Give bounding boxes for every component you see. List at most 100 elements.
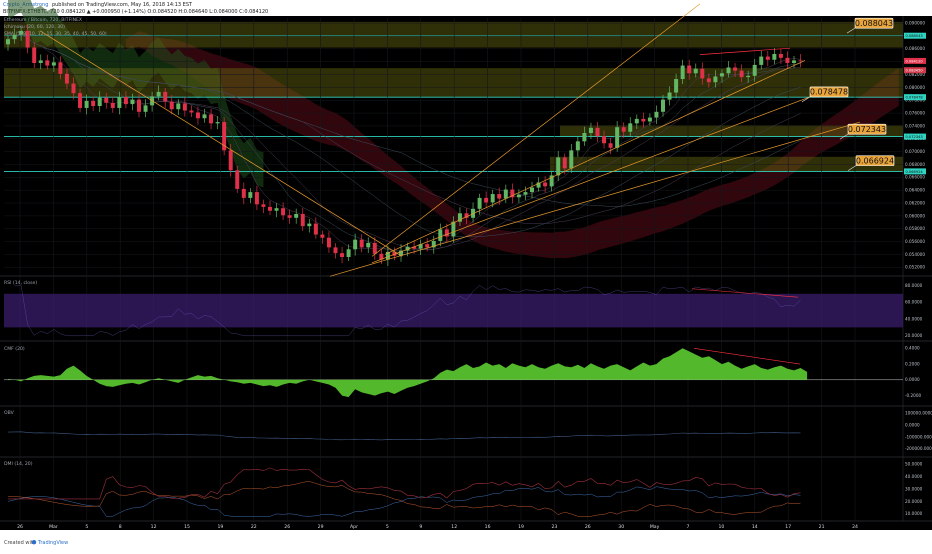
x-tick-label: 23 [551,524,557,530]
candle-body [392,251,397,256]
candle-body [516,194,521,198]
candle-body [209,114,214,124]
obv-y-tick: 0.0000 [905,422,920,427]
candle-body [752,64,757,76]
rsi-y-tick: 80.0000 [905,283,923,288]
candle-body [287,215,292,218]
candle-body [523,192,528,195]
candle-body [254,192,259,205]
y-tick-label: 0.074000 [905,123,925,128]
current-price-label: 0.084120 [906,59,924,63]
candle-body [595,127,600,137]
candle-body [641,118,646,122]
candle-body [19,30,24,35]
price-level-pill [904,168,926,175]
candle-body [274,208,279,211]
dmi-y-tick: 40.0000 [905,474,923,479]
x-tick-label: 16 [485,524,491,530]
cmf-y-tick: 0.0000 [905,377,920,382]
candle-body [582,133,587,142]
candle-body [602,136,607,144]
candle-body [484,197,489,203]
dmi-plus-line [7,486,801,517]
trend-line [384,60,806,255]
candle-body [654,111,659,118]
candle-body [457,213,462,222]
candle-body [340,253,345,258]
trend-line [371,3,701,257]
y-tick-label: 0.058000 [905,226,925,231]
candle-body [700,68,705,79]
price-pane-title: Ethereum / Bitcoin, 720, BITFINEX [4,17,82,23]
y-tick-label: 0.062000 [905,200,925,205]
candle-body [326,237,331,248]
candle-body [320,234,325,238]
x-tick-label: 15 [184,524,190,530]
cmf-y-tick: 0.2000 [905,361,920,366]
candle-body [667,92,672,100]
cmf-pane-title: CMF (20) [4,346,25,352]
candle-body [778,53,783,58]
price-badge [809,86,849,98]
candle-body [6,39,10,45]
price-level-pill-label: 0.078478 [906,96,924,100]
price-badge-leader [839,133,849,140]
y-tick-label: 0.060000 [905,213,925,218]
x-tick-label: Apr [350,524,358,530]
candle-body [733,67,738,71]
y-tick-label: 0.090000 [905,21,925,26]
candle-body [333,247,338,254]
x-tick-label: 24 [852,524,858,530]
dmi-y-tick: 50.0000 [905,462,923,467]
candle-body [772,53,777,60]
candle-body [713,76,718,83]
candle-body [510,189,515,198]
x-tick-label: 29 [318,524,324,530]
candle-body [477,197,482,209]
candle-body [353,239,358,250]
cmf-area [8,348,808,398]
candle-body [294,213,299,218]
candle-body [431,240,436,248]
candle-body [222,122,227,151]
candle-body [313,223,318,235]
indicator-panes [4,285,903,517]
candle-body [366,242,371,248]
obv-pane-title: OBV [4,410,15,416]
footer-background [0,530,932,550]
candle-body [549,175,554,187]
candle-body [248,192,253,198]
candle-body [261,204,266,207]
candle-body [785,57,790,63]
candle-body [497,194,502,199]
candle-body [628,123,633,132]
trend-line [371,87,836,264]
candle-body [241,188,246,198]
candle-body [746,75,751,78]
x-tick-label: 5 [85,524,88,530]
candle-body [123,97,128,105]
candle-body [38,60,43,63]
candle-body [412,246,417,249]
footer-brand[interactable]: TradingView [37,540,68,546]
candle-body [503,189,508,199]
candle-body [464,213,469,218]
price-badge-leader [801,96,811,103]
y-tick-label: 0.068000 [905,162,925,167]
tradingview-logo-icon [31,540,37,545]
dmi-minus-line [7,481,801,517]
candle-body [189,110,194,113]
sma-label: SMA (5, 8, 10, 12, 15, 30, 35, 40, 45, 5… [4,31,107,37]
price-badge-label: 0.088043 [855,19,893,28]
candle-body [385,251,390,260]
dmi-y-tick: 10.0000 [905,511,923,516]
candle-body [163,91,168,102]
candle-body [195,112,200,119]
x-tick-label: 10 [718,524,724,530]
candle-body [104,97,109,103]
rsi-line [14,285,801,337]
obv-y-tick: -100000.0000 [905,434,932,439]
cloud-fill-bullish [8,0,264,188]
obv-y-tick: 100000.0000 [905,410,932,415]
